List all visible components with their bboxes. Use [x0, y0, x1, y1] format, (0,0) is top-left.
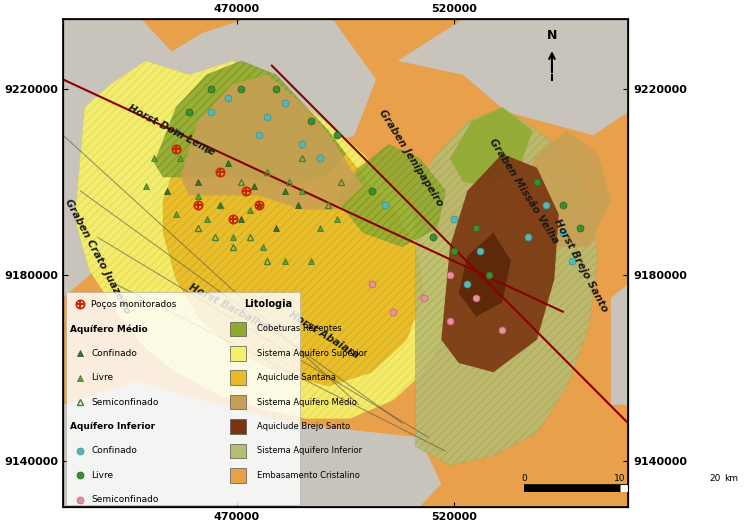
Polygon shape: [611, 284, 628, 404]
Text: 0: 0: [521, 474, 527, 483]
Text: km: km: [724, 474, 738, 483]
Text: Sistema Aquifero Inferior: Sistema Aquifero Inferior: [257, 447, 362, 456]
Text: Aquífero Inferior: Aquífero Inferior: [70, 422, 155, 431]
Text: Horst Abaiara: Horst Abaiara: [287, 309, 361, 361]
FancyBboxPatch shape: [230, 321, 246, 336]
Polygon shape: [63, 19, 376, 298]
Text: Horst Brejo Santo: Horst Brejo Santo: [551, 217, 609, 313]
Polygon shape: [337, 145, 446, 247]
Text: Litologia: Litologia: [244, 299, 292, 309]
Text: Sistema Aquifero Médio: Sistema Aquifero Médio: [257, 397, 357, 407]
Text: Aquiclude Santana: Aquiclude Santana: [257, 373, 336, 382]
Polygon shape: [63, 381, 441, 507]
FancyBboxPatch shape: [230, 370, 246, 385]
Text: 10: 10: [614, 474, 625, 483]
Text: Graben Missão Velha: Graben Missão Velha: [487, 137, 560, 245]
FancyBboxPatch shape: [230, 346, 246, 361]
Text: Cobeturas Recentes: Cobeturas Recentes: [257, 325, 341, 333]
Text: Aquífero Médio: Aquífero Médio: [70, 324, 147, 333]
Text: Horst Barbalha: Horst Barbalha: [187, 282, 269, 332]
Text: N: N: [547, 29, 557, 42]
Text: Horst Dom Leme: Horst Dom Leme: [126, 103, 217, 158]
FancyBboxPatch shape: [230, 468, 246, 482]
Text: Graben Jenipapeiro: Graben Jenipapeiro: [377, 108, 445, 209]
Polygon shape: [76, 61, 467, 419]
Text: Aquiclude Brejo Santo: Aquiclude Brejo Santo: [257, 422, 350, 431]
Text: Semiconfinado: Semiconfinado: [92, 495, 158, 504]
Polygon shape: [181, 75, 363, 209]
Polygon shape: [441, 154, 559, 372]
Text: 20: 20: [710, 474, 721, 483]
FancyBboxPatch shape: [230, 443, 246, 458]
Polygon shape: [515, 130, 611, 247]
Text: Embasamento Cristalino: Embasamento Cristalino: [257, 471, 360, 480]
FancyBboxPatch shape: [230, 394, 246, 409]
Polygon shape: [415, 107, 598, 465]
Text: Semiconfinado: Semiconfinado: [92, 398, 158, 407]
Text: Confinado: Confinado: [92, 447, 137, 456]
Text: Confinado: Confinado: [92, 349, 137, 358]
Polygon shape: [450, 107, 533, 186]
Text: Sistema Aquifero Superior: Sistema Aquifero Superior: [257, 349, 367, 358]
Text: Livre: Livre: [92, 373, 113, 382]
Polygon shape: [398, 19, 628, 135]
Text: Poços monitorados: Poços monitorados: [92, 300, 176, 309]
FancyBboxPatch shape: [66, 292, 301, 504]
Text: Graben Crato Juazeiro: Graben Crato Juazeiro: [63, 197, 132, 315]
Text: Livre: Livre: [92, 471, 113, 480]
Polygon shape: [459, 233, 511, 317]
Polygon shape: [163, 75, 424, 386]
FancyBboxPatch shape: [230, 419, 246, 434]
Polygon shape: [154, 61, 346, 186]
